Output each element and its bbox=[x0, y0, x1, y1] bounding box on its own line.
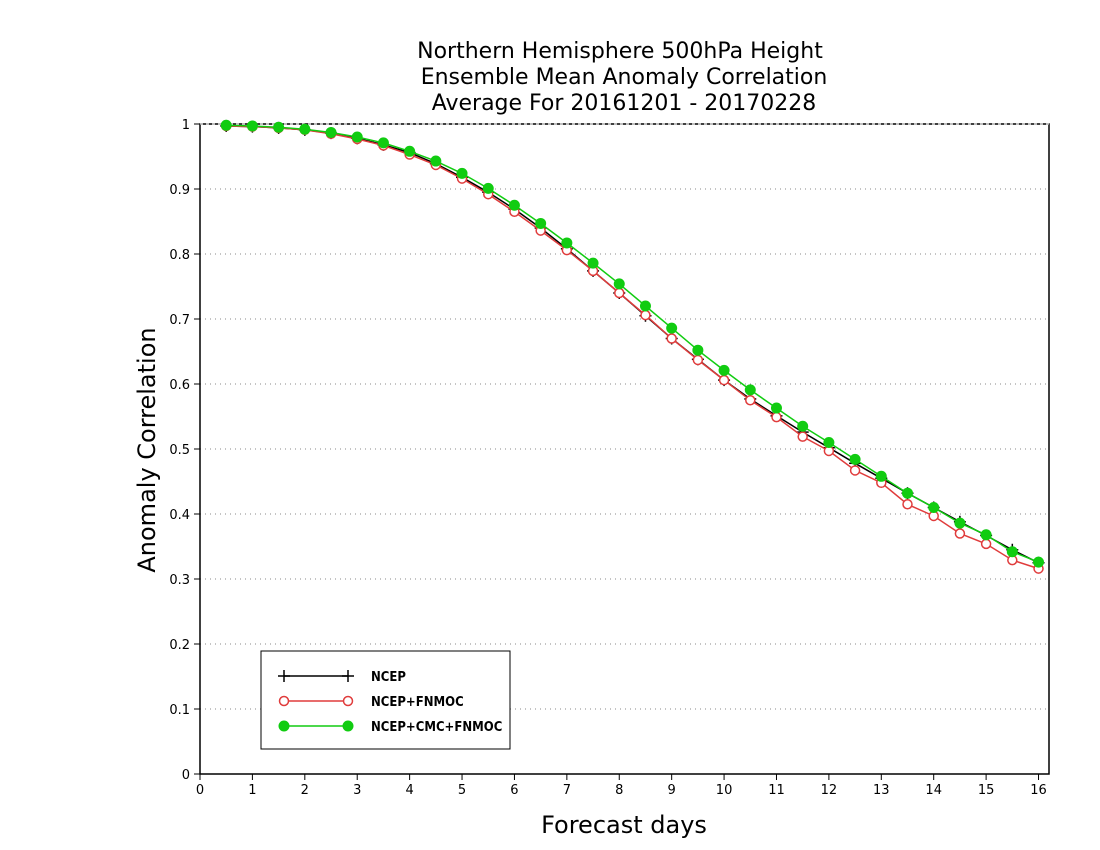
y-tick-label-4: 0.4 bbox=[169, 508, 190, 523]
series-1-point-18 bbox=[692, 354, 704, 366]
x-tick-label-11: 11 bbox=[768, 783, 785, 798]
x-tick-label-6: 6 bbox=[510, 783, 518, 798]
series-1 bbox=[220, 120, 1044, 574]
series-0 bbox=[220, 119, 1045, 569]
y-tick-label-3: 0.3 bbox=[169, 573, 190, 588]
series-2-point-22 bbox=[797, 420, 809, 432]
series-2-point-3 bbox=[299, 123, 311, 135]
series-1-point-17 bbox=[666, 333, 677, 344]
y-tick-label-8: 0.8 bbox=[169, 248, 190, 263]
series-1-point-19 bbox=[718, 374, 730, 386]
series-1-point-29 bbox=[980, 538, 992, 550]
series-2-point-25 bbox=[875, 470, 887, 482]
ticks: 00.10.20.30.40.50.60.70.80.910 1 2 3 4 5 6 7 8 9 1… bbox=[169, 118, 1046, 798]
series-2-point-19 bbox=[718, 364, 730, 376]
series-2-point-14 bbox=[587, 257, 599, 269]
x-tick-label-14: 14 bbox=[925, 783, 942, 798]
x-tick-label-4: 4 bbox=[405, 783, 413, 798]
y-tick-label-2: 0.2 bbox=[169, 638, 190, 653]
legend: NCEP NCEP+FNMOC NCEP+CMC+FNMOC bbox=[260, 650, 511, 750]
legend-label-1: NCEP+FNMOC bbox=[371, 695, 464, 710]
series-2-point-23 bbox=[823, 437, 835, 448]
x-tick-label-2: 2 bbox=[301, 783, 309, 798]
y-axis-label: Anomaly Correlation bbox=[133, 327, 161, 572]
series-2-point-0 bbox=[220, 119, 232, 131]
series-2-point-5 bbox=[351, 131, 363, 143]
x-tick-label-13: 13 bbox=[873, 783, 890, 798]
legend-marker-2-b bbox=[342, 720, 354, 732]
series-2-point-6 bbox=[377, 137, 389, 149]
series-1-point-28 bbox=[954, 528, 966, 539]
series-2-point-21 bbox=[770, 402, 782, 414]
series-2-point-1 bbox=[246, 120, 258, 132]
series-2-point-16 bbox=[639, 300, 651, 312]
legend-box bbox=[260, 650, 511, 750]
series-2-point-29 bbox=[980, 529, 992, 541]
series-2-point-28 bbox=[954, 517, 966, 529]
y-tick-label-6: 0.6 bbox=[169, 378, 190, 393]
series-2-point-4 bbox=[325, 126, 337, 138]
series-2-point-10 bbox=[482, 182, 494, 194]
legend-marker-2-a bbox=[278, 720, 290, 732]
series-1-point-22 bbox=[797, 431, 808, 442]
series-2-point-18 bbox=[692, 344, 704, 356]
legend-label-2: NCEP+CMC+FNMOC bbox=[371, 720, 502, 735]
chart-title-line-2: Ensemble Mean Anomaly Correlation bbox=[421, 65, 828, 90]
x-tick-label-3: 3 bbox=[353, 783, 361, 798]
x-tick-label-8: 8 bbox=[615, 783, 623, 798]
series-2-point-15 bbox=[613, 278, 625, 290]
x-tick-label-15: 15 bbox=[978, 783, 995, 798]
y-tick-label-9: 0.9 bbox=[169, 183, 190, 198]
series-2-point-30 bbox=[1006, 546, 1018, 558]
series-2-point-26 bbox=[902, 487, 913, 499]
chart-title-line-3: Average For 20161201 - 20170228 bbox=[432, 91, 817, 116]
series-1-point-26 bbox=[902, 499, 913, 510]
series-2-point-17 bbox=[666, 322, 678, 334]
series-1-point-16 bbox=[640, 309, 651, 321]
series-line-0 bbox=[226, 125, 1039, 564]
y-tick-label-10: 1 bbox=[182, 118, 190, 133]
series-1-point-15 bbox=[614, 287, 625, 299]
series-2-point-20 bbox=[744, 384, 756, 396]
x-tick-label-12: 12 bbox=[821, 783, 838, 798]
legend-marker-1-a bbox=[278, 695, 290, 707]
series-1-point-20 bbox=[745, 395, 756, 406]
series-2 bbox=[220, 119, 1045, 568]
series-1-point-21 bbox=[771, 411, 782, 423]
x-tick-label-10: 10 bbox=[716, 783, 733, 798]
chart-title-line-1: Northern Hemisphere 500hPa Height bbox=[417, 39, 823, 64]
x-axis-label: Forecast days bbox=[541, 811, 707, 839]
data-series bbox=[220, 119, 1045, 574]
x-tick-label-7: 7 bbox=[563, 783, 571, 798]
x-tick-label-1: 1 bbox=[248, 783, 256, 798]
series-2-point-11 bbox=[508, 199, 520, 211]
x-tick-label-9: 9 bbox=[668, 783, 676, 798]
x-tick-label-16: 16 bbox=[1030, 783, 1047, 798]
series-2-point-8 bbox=[430, 155, 442, 167]
series-2-point-13 bbox=[561, 237, 573, 249]
y-tick-label-1: 0.1 bbox=[169, 703, 190, 718]
chart-title: Northern Hemisphere 500hPa Height Ensemb… bbox=[417, 39, 827, 116]
legend-marker-1-b bbox=[342, 695, 354, 707]
y-tick-label-5: 0.5 bbox=[169, 443, 190, 458]
gridlines bbox=[200, 188, 1049, 710]
y-tick-label-7: 0.7 bbox=[169, 313, 190, 328]
y-tick-label-0: 0 bbox=[182, 768, 190, 783]
series-2-point-12 bbox=[535, 217, 547, 229]
legend-label-0: NCEP bbox=[371, 670, 406, 685]
series-2-point-31 bbox=[1033, 556, 1045, 568]
series-2-point-2 bbox=[273, 121, 285, 133]
series-2-point-9 bbox=[456, 167, 468, 179]
series-line-2 bbox=[226, 124, 1039, 563]
x-tick-label-5: 5 bbox=[458, 783, 466, 798]
x-tick-label-0: 0 bbox=[196, 783, 204, 798]
series-line-1 bbox=[226, 125, 1039, 570]
series-1-point-24 bbox=[849, 465, 861, 476]
series-2-point-24 bbox=[849, 453, 861, 465]
series-2-point-27 bbox=[928, 502, 940, 513]
series-2-point-7 bbox=[404, 145, 416, 157]
